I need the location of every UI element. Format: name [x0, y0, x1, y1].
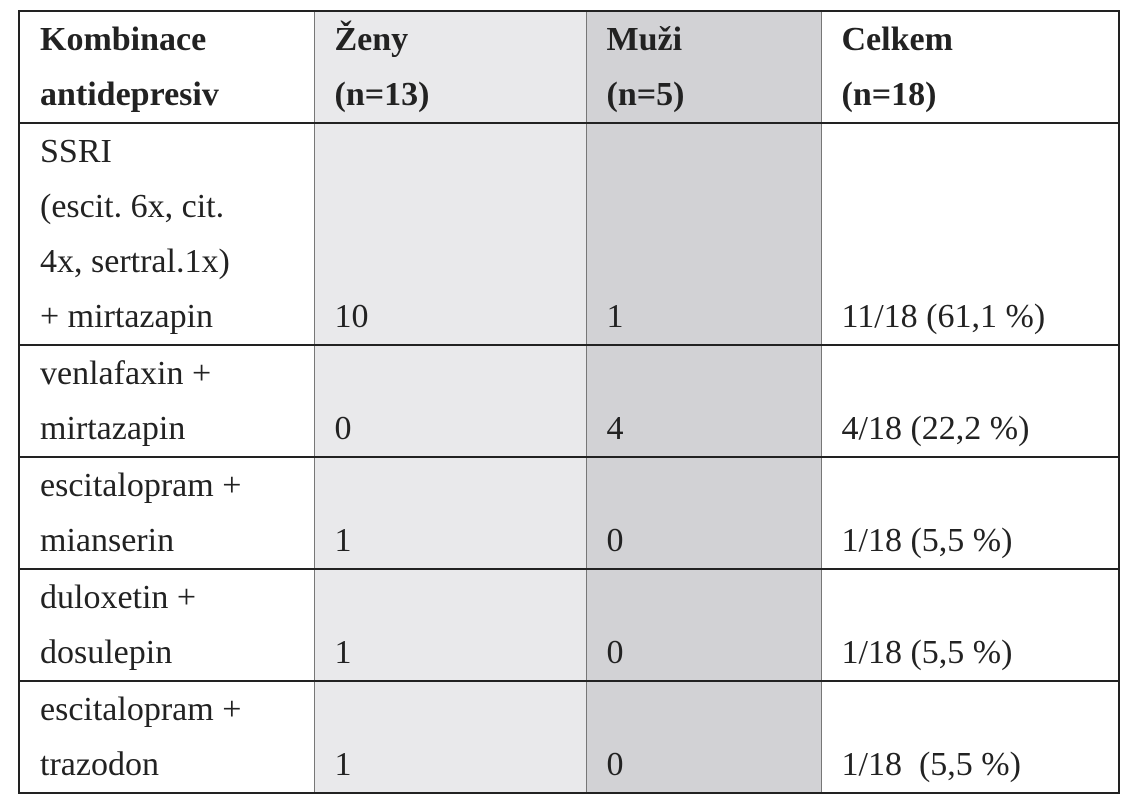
cell-line: Celkem [841, 21, 953, 58]
cell-text: 1/18 (5,5 %) [841, 522, 1013, 559]
value-cell: 1/18 (5,5 %) [820, 680, 1119, 793]
cell-line: escitalopram + [40, 691, 242, 728]
value-cell: 4 [585, 344, 821, 457]
header-cell: Kombinace antidepresiv [18, 10, 314, 123]
value-cell: 10 [313, 122, 586, 345]
value-cell: 0 [585, 456, 821, 569]
cell-line: (n=13) [334, 76, 430, 113]
table-row: venlafaxin + mirtazapin 0 4 4/18 (22,2 %) [18, 344, 1119, 457]
cell-line: (n=5) [606, 76, 685, 113]
row-label: duloxetin + dosulepin [18, 568, 314, 681]
cell-text: 4 [606, 410, 624, 447]
value-cell: 0 [585, 568, 821, 681]
value-cell: 1/18 (5,5 %) [820, 568, 1119, 681]
cell-line: Ženy [334, 21, 409, 58]
cell-line: dosulepin [40, 634, 173, 671]
table-row: duloxetin + dosulepin 1 0 1/18 (5,5 %) [18, 568, 1119, 681]
cell-line: venlafaxin + [40, 355, 212, 392]
cell-line: (n=18) [841, 76, 937, 113]
cell-text: 0 [334, 410, 352, 447]
cell-line: mianserin [40, 522, 175, 559]
cell-line: escitalopram + [40, 467, 242, 504]
header-cell: Muži (n=5) [585, 10, 821, 123]
row-label: escitalopram + mianserin [18, 456, 314, 569]
cell-line: mirtazapin [40, 410, 186, 447]
cell-line: (escit. 6x, cit. [40, 188, 225, 225]
data-table: Kombinace antidepresiv Ženy (n=13) Muži (n=5)… [18, 10, 1120, 794]
row-label: venlafaxin + mirtazapin [18, 344, 314, 457]
cell-text: 0 [606, 746, 624, 783]
value-cell: 0 [585, 680, 821, 793]
cell-text: 4/18 (22,2 %) [841, 410, 1030, 447]
value-cell: 1 [313, 456, 586, 569]
header-cell: Ženy (n=13) [313, 10, 586, 123]
row-label: SSRI (escit. 6x, cit. 4x, sertral.1x) + mir… [18, 122, 314, 345]
header-row: Kombinace antidepresiv Ženy (n=13) Muži (n=5)… [18, 10, 1119, 123]
cell-line: duloxetin + [40, 579, 197, 616]
value-cell: 1/18 (5,5 %) [820, 456, 1119, 569]
cell-text: 1 [606, 298, 624, 335]
table-row: escitalopram + mianserin 1 0 1/18 (5,5 %) [18, 456, 1119, 569]
cell-line: SSRI [40, 133, 112, 170]
value-cell: 4/18 (22,2 %) [820, 344, 1119, 457]
value-cell: 0 [313, 344, 586, 457]
cell-text: 11/18 (61,1 %) [841, 298, 1046, 335]
cell-line: Kombinace [40, 21, 207, 58]
cell-text: 1/18 (5,5 %) [841, 746, 1021, 783]
table-row: escitalopram + trazodon 1 0 1/18 (5,5 %) [18, 680, 1119, 793]
cell-text: 1 [334, 634, 352, 671]
value-cell: 11/18 (61,1 %) [820, 122, 1119, 345]
table-body: SSRI (escit. 6x, cit. 4x, sertral.1x) + mir… [18, 122, 1119, 793]
cell-text: 1/18 (5,5 %) [841, 634, 1013, 671]
cell-text: 10 [334, 298, 369, 335]
value-cell: 1 [313, 680, 586, 793]
cell-text: 1 [334, 522, 352, 559]
value-cell: 1 [585, 122, 821, 345]
header-cell: Celkem (n=18) [820, 10, 1119, 123]
table-row: SSRI (escit. 6x, cit. 4x, sertral.1x) + mir… [18, 122, 1119, 345]
cell-line: Muži [606, 21, 683, 58]
cell-line: trazodon [40, 746, 159, 783]
cell-line: antidepresiv [40, 76, 219, 113]
cell-line: + mirtazapin [40, 298, 214, 335]
cell-line: 4x, sertral.1x) [40, 243, 230, 280]
cell-text: 1 [334, 746, 352, 783]
value-cell: 1 [313, 568, 586, 681]
cell-text: 0 [606, 522, 624, 559]
cell-text: 0 [606, 634, 624, 671]
row-label: escitalopram + trazodon [18, 680, 314, 793]
